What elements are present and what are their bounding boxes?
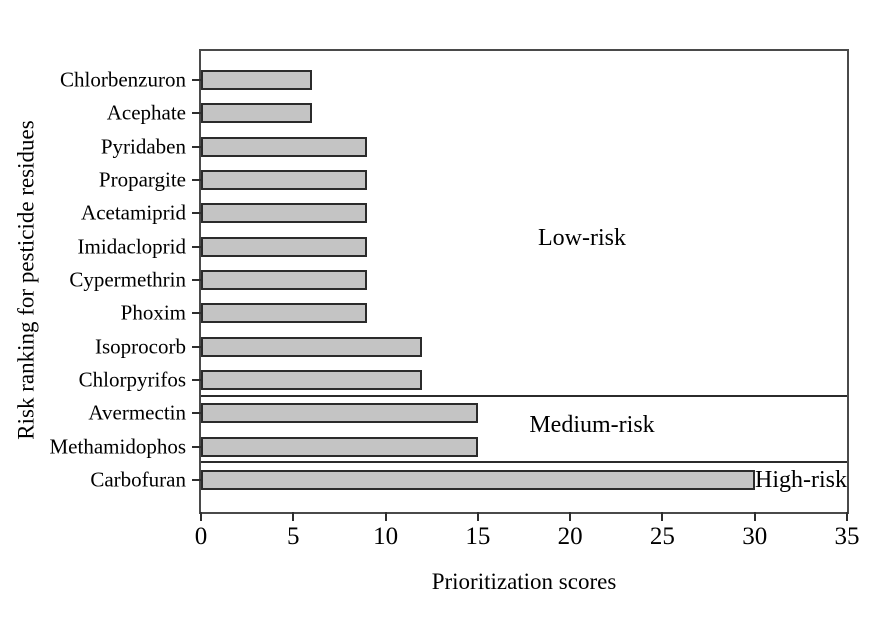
y-axis-tick [192,112,201,115]
bar-phoxim [201,303,368,324]
category-label-avermectin: Avermectin [88,400,186,425]
bar-chlorbenzuron [201,70,312,90]
x-axis-tick [476,512,479,521]
x-axis-tick [569,512,572,521]
x-axis-tick [200,512,202,521]
y-axis-tick [192,212,201,215]
bar-methamidophos [201,436,478,457]
category-label-imidacloprid: Imidacloprid [77,234,186,259]
y-axis-tick [192,145,201,148]
zone-divider-medium-risk [201,461,847,464]
category-label-pyridaben: Pyridaben [100,134,186,159]
bar-avermectin [201,403,478,424]
y-axis-tick [192,312,201,315]
x-tick-label-0: 0 [194,523,208,550]
y-axis-tick [192,378,201,381]
x-axis-tick [384,512,387,521]
category-label-isoprocorb: Isoprocorb [95,334,186,359]
category-label-carbofuran: Carbofuran [90,467,186,492]
x-axis-tick [846,512,848,521]
bar-imidacloprid [201,236,368,257]
zone-divider-low-risk [201,394,847,397]
bar-pyridaben [201,136,368,157]
bar-cypermethrin [201,269,368,290]
y-axis-tick [192,79,201,81]
category-label-phoxim: Phoxim [120,300,186,325]
category-label-chlorpyrifos: Chlorpyrifos [78,367,186,392]
x-tick-label-25: 25 [649,523,675,550]
x-tick-label-15: 15 [465,523,491,550]
category-label-acephate: Acephate [106,100,186,125]
x-axis-tick [292,512,295,521]
category-label-chlorbenzuron: Chlorbenzuron [60,67,186,92]
x-tick-label-10: 10 [373,523,399,550]
x-tick-label-35: 35 [834,523,860,550]
zone-label-medium-risk: Medium-risk [529,412,655,438]
y-axis-tick [192,445,201,448]
y-axis-tick [192,345,201,348]
bar-acetamiprid [201,203,368,224]
bar-acephate [201,103,312,124]
category-label-propargite: Propargite [98,167,186,192]
y-axis-tick [192,245,201,248]
x-axis-tick [661,512,664,521]
plot-area: Chlorbenzuron Acephate Pyridaben Propargite… [50,49,860,549]
category-label-methamidophos: Methamidophos [49,434,187,459]
y-axis-tick [192,478,201,481]
bar-propargite [201,169,368,190]
x-axis-title: Prioritization scores [431,569,617,594]
x-tick-label-30: 30 [742,523,768,550]
y-axis-tick [192,178,201,181]
y-axis-tick [192,412,201,415]
bar-chlorpyrifos [201,369,423,390]
x-axis-tick [753,512,756,521]
zone-label-low-risk: Low-risk [538,225,626,251]
category-label-cypermethrin: Cypermethrin [69,267,186,292]
category-label-acetamiprid: Acetamiprid [81,200,186,225]
zone-label-high-risk: High-risk [755,467,847,493]
y-axis-tick [192,278,201,281]
x-tick-label-20: 20 [557,523,583,550]
x-tick-label-5: 5 [287,523,300,550]
bar-carbofuran [201,469,755,490]
bar-isoprocorb [201,336,423,357]
